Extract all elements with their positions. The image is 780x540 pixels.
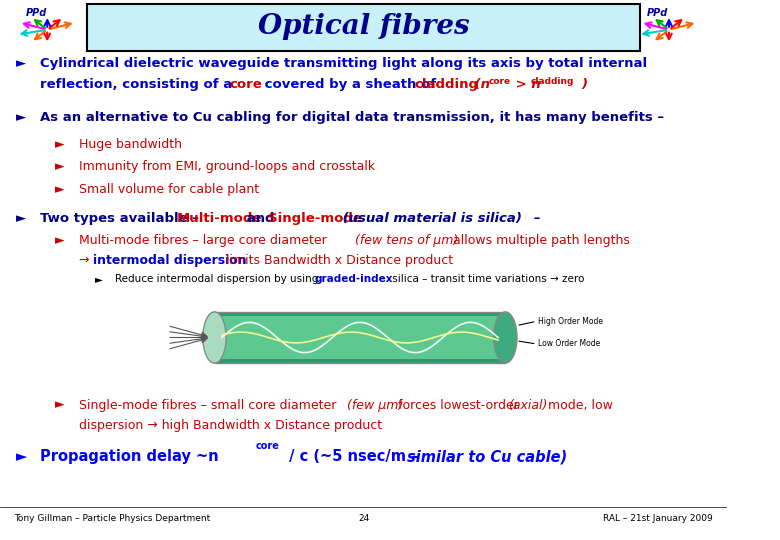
Text: > n: > n (511, 78, 541, 91)
Bar (215, 316, 505, 359)
Text: RAL – 21st January 2009: RAL – 21st January 2009 (603, 514, 713, 523)
Text: and: and (242, 212, 279, 225)
Text: (axial): (axial) (508, 399, 547, 411)
Text: forces lowest-order: forces lowest-order (394, 399, 523, 411)
Text: graded-index: graded-index (314, 274, 392, 285)
Text: similar to Cu cable): similar to Cu cable) (407, 449, 567, 464)
Text: Single-mode: Single-mode (268, 212, 361, 225)
Text: silica – transit time variations → zero: silica – transit time variations → zero (389, 274, 584, 285)
Bar (215, 312, 505, 363)
Text: Optical fibres: Optical fibres (257, 14, 470, 40)
Text: →: → (79, 254, 93, 267)
Text: Tony Gillman – Particle Physics Department: Tony Gillman – Particle Physics Departme… (15, 514, 211, 523)
Text: dispersion → high Bandwidth x Distance product: dispersion → high Bandwidth x Distance p… (79, 419, 381, 432)
Text: PPd: PPd (647, 8, 668, 18)
Text: core: core (488, 77, 511, 86)
Text: (n: (n (470, 78, 491, 91)
Text: Propagation delay ~n: Propagation delay ~n (40, 449, 218, 464)
Text: Huge bandwidth: Huge bandwidth (79, 138, 182, 151)
Text: 24: 24 (358, 514, 369, 523)
Text: cladding: cladding (414, 78, 478, 91)
Text: (usual material is silica): (usual material is silica) (338, 212, 522, 225)
Text: ►: ► (55, 138, 64, 151)
Text: Small volume for cable plant: Small volume for cable plant (79, 183, 259, 196)
Text: Multi-mode fibres – large core diameter: Multi-mode fibres – large core diameter (79, 234, 330, 247)
Ellipse shape (494, 312, 517, 363)
Text: ►: ► (55, 183, 64, 196)
Text: As an alternative to Cu cabling for digital data transmission, it has many benef: As an alternative to Cu cabling for digi… (40, 111, 664, 124)
Text: cladding: cladding (531, 77, 574, 86)
Text: ►: ► (94, 274, 102, 285)
Text: –: – (530, 212, 541, 225)
Text: Cylindrical dielectric waveguide transmitting light along its axis by total inte: Cylindrical dielectric waveguide transmi… (40, 57, 647, 70)
Text: Immunity from EMI, ground-loops and crosstalk: Immunity from EMI, ground-loops and cros… (79, 160, 374, 173)
Text: Low Order Mode: Low Order Mode (538, 340, 601, 348)
Text: ►: ► (16, 212, 27, 225)
Ellipse shape (203, 312, 226, 363)
Text: ►: ► (55, 399, 64, 411)
Text: core: core (256, 441, 280, 451)
Text: ►: ► (55, 234, 64, 247)
Text: core: core (229, 78, 262, 91)
Text: mode, low: mode, low (544, 399, 613, 411)
Text: allows multiple path lengths: allows multiple path lengths (449, 234, 630, 247)
Text: ): ) (582, 78, 587, 91)
Text: / c (~5 nsec/m –: / c (~5 nsec/m – (284, 449, 423, 464)
Text: ►: ► (55, 160, 64, 173)
Text: PPd: PPd (26, 8, 47, 18)
Text: ►: ► (16, 57, 27, 70)
Text: Two types available –: Two types available – (40, 212, 204, 225)
Text: (few tens of μm): (few tens of μm) (355, 234, 458, 247)
Text: reflection, consisting of a: reflection, consisting of a (40, 78, 237, 91)
FancyBboxPatch shape (87, 4, 640, 51)
Text: ►: ► (16, 111, 27, 124)
Text: (few μm): (few μm) (347, 399, 403, 411)
Text: High Order Mode: High Order Mode (538, 317, 603, 326)
Text: Reduce intermodal dispersion by using: Reduce intermodal dispersion by using (115, 274, 321, 285)
Text: covered by a sheath of: covered by a sheath of (260, 78, 441, 91)
Text: intermodal dispersion: intermodal dispersion (93, 254, 246, 267)
Text: Single-mode fibres – small core diameter: Single-mode fibres – small core diameter (79, 399, 340, 411)
Text: limits Bandwidth x Distance product: limits Bandwidth x Distance product (222, 254, 453, 267)
Text: ►: ► (16, 449, 27, 464)
Text: Multi-mode: Multi-mode (177, 212, 262, 225)
